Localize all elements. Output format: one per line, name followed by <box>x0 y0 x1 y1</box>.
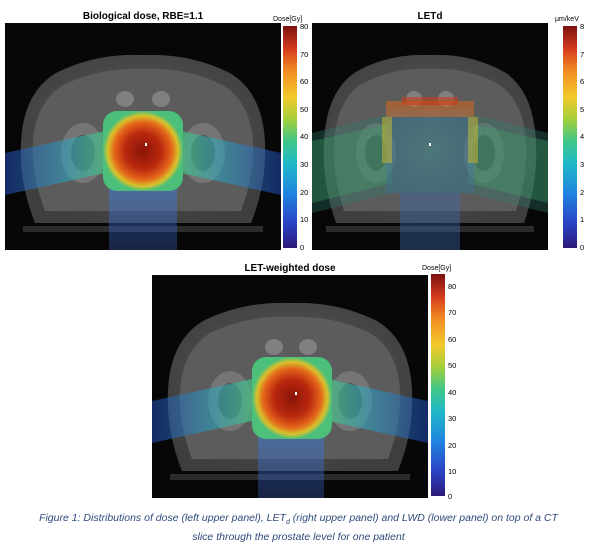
bio-tick: 70 <box>300 50 309 59</box>
lwd-colorbar <box>431 274 445 496</box>
lwd-tick: 30 <box>448 414 457 423</box>
letd-tick: 5 <box>580 105 585 114</box>
lwd-ct-dose-image <box>152 275 428 498</box>
bio-colorbar <box>283 26 297 248</box>
bio-tick: 0 <box>300 243 305 252</box>
bio-tick: 60 <box>300 77 309 86</box>
lwd-tick: 40 <box>448 388 457 397</box>
letd-panel-title: LETd <box>417 11 443 22</box>
lwd-tick: 0 <box>448 492 453 501</box>
letd-tick: 7 <box>580 50 585 59</box>
letd-colorbar-unit: μm/keV <box>555 16 579 23</box>
bio-tick: 40 <box>300 132 309 141</box>
bio-ct-dose-image <box>5 23 281 250</box>
letd-tick: 4 <box>580 132 585 141</box>
letd-tick: 1 <box>580 215 585 224</box>
letd-tick: 0 <box>580 243 585 252</box>
lwd-tick: 50 <box>448 361 457 370</box>
letd-ct-image <box>312 23 548 250</box>
letd-tick: 6 <box>580 77 585 86</box>
bio-tick: 30 <box>300 160 309 169</box>
letd-tick: 3 <box>580 160 585 169</box>
figure-caption: Figure 1: Distributions of dose (left up… <box>0 511 597 545</box>
bio-tick: 50 <box>300 105 309 114</box>
lwd-tick: 80 <box>448 282 457 291</box>
lwd-tick: 20 <box>448 441 457 450</box>
caption-line-1: Figure 1: Distributions of dose (left up… <box>0 511 597 530</box>
lwd-panel-title: LET-weighted dose <box>244 263 336 274</box>
caption-line-1-start: Figure 1: Distributions of dose (left up… <box>39 512 286 524</box>
lwd-tick: 70 <box>448 308 457 317</box>
letd-tick: 8 <box>580 22 585 31</box>
bio-tick: 20 <box>300 188 309 197</box>
letd-colorbar <box>563 26 577 248</box>
lwd-tick: 10 <box>448 467 457 476</box>
bio-tick: 80 <box>300 22 309 31</box>
caption-line-1-end: (right upper panel) and LWD (lower panel… <box>289 512 558 524</box>
bio-tick: 10 <box>300 215 309 224</box>
lwd-tick: 60 <box>448 335 457 344</box>
caption-line-2: slice through the prostate level for one… <box>192 531 405 544</box>
lwd-colorbar-unit: Dose[Gy] <box>422 265 452 272</box>
letd-tick: 2 <box>580 188 585 197</box>
bio-colorbar-unit: Dose[Gy] <box>273 16 303 23</box>
bio-panel-title: Biological dose, RBE=1.1 <box>82 11 204 22</box>
caption-subscript: d <box>285 519 290 527</box>
